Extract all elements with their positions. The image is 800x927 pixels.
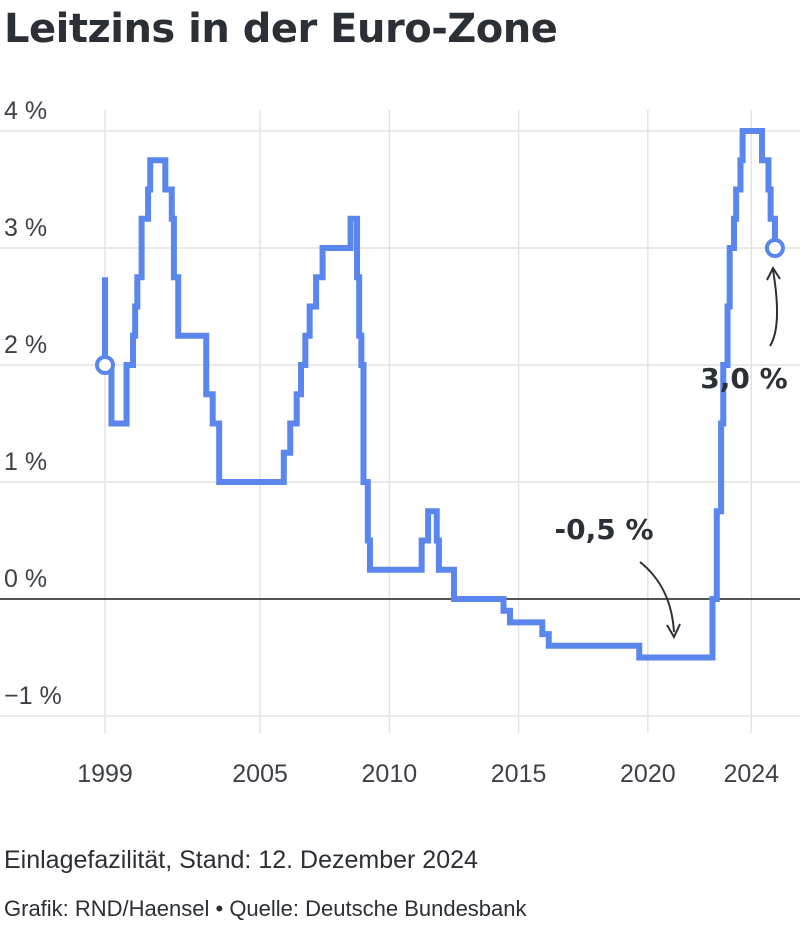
annotation-min-arrow [639,561,675,633]
y-tick-label: −1 % [4,682,62,710]
x-tick-label: 2024 [723,760,779,788]
annotation-end-arrow [769,269,779,347]
annotation-min-arrowhead [666,623,681,640]
end-point-marker [764,238,785,258]
annotation-end-arrowhead [766,265,781,281]
annotations: -0,5 % 3,0 % [554,265,788,640]
y-tick-label: 1 % [4,448,47,476]
annotation-end-label: 3,0 % [700,362,787,395]
chart-title: Leitzins in der Euro-Zone [4,6,558,52]
y-tick-label: 2 % [4,331,47,359]
chart-subtitle: Einlagefazilität, Stand: 12. Dezember 20… [4,846,478,874]
y-tick-label: 4 % [4,97,47,125]
y-tick-label: 0 % [4,565,47,593]
x-tick-label: 2005 [232,760,288,788]
x-tick-label: 2020 [620,760,676,788]
annotation-min-label: -0,5 % [554,513,653,546]
y-axis-ticks: 4 % 3 % 2 % 1 % 0 % −1 % [4,97,62,710]
y-tick-label: 3 % [4,214,47,242]
x-tick-label: 2015 [491,760,547,788]
x-tick-label: 2010 [362,760,418,788]
x-tick-label: 1999 [77,760,133,788]
x-axis-ticks: 1999 2005 2010 2015 2020 2024 [77,760,779,788]
series-line [102,128,778,661]
start-point-marker [95,355,115,375]
source-note: Grafik: RND/Haensel • Quelle: Deutsche B… [4,896,527,921]
